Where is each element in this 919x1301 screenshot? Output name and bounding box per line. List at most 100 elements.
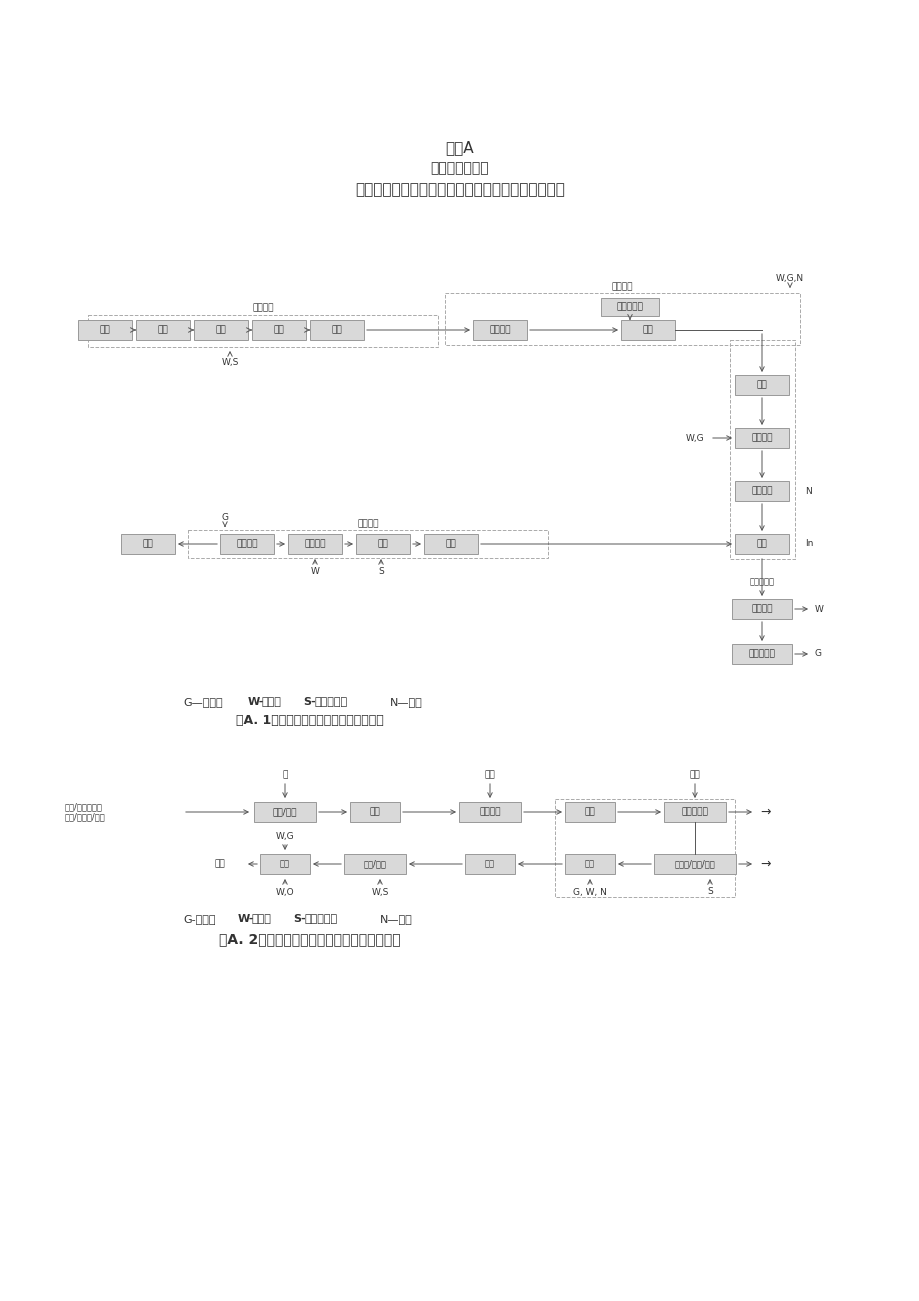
Text: N—噪声: N—噪声 xyxy=(390,697,423,706)
Text: 连消灭菌: 连消灭菌 xyxy=(489,325,510,334)
Text: 液糖: 液糖 xyxy=(331,325,342,334)
FancyBboxPatch shape xyxy=(252,320,306,340)
Text: 分离: 分离 xyxy=(755,540,766,549)
Text: 废水；: 废水； xyxy=(262,697,281,706)
Text: 固体废物；: 固体废物； xyxy=(305,915,338,924)
FancyBboxPatch shape xyxy=(664,801,725,822)
Text: 水: 水 xyxy=(282,770,288,779)
Text: 澄清/过滤: 澄清/过滤 xyxy=(363,860,386,869)
FancyBboxPatch shape xyxy=(356,533,410,554)
Text: 灌装: 灌装 xyxy=(279,860,289,869)
Text: W,S: W,S xyxy=(221,358,238,367)
Text: W: W xyxy=(814,605,823,614)
Text: 制醅（整）: 制醅（整） xyxy=(681,808,708,817)
Text: 脱色: 脱色 xyxy=(377,540,388,549)
FancyBboxPatch shape xyxy=(349,801,400,822)
FancyBboxPatch shape xyxy=(424,533,478,554)
Text: 制曲: 制曲 xyxy=(584,808,595,817)
Text: S-: S- xyxy=(292,915,305,924)
Text: →: → xyxy=(759,805,770,818)
Text: 精制工段: 精制工段 xyxy=(357,519,379,528)
FancyBboxPatch shape xyxy=(136,320,190,340)
Text: W,S: W,S xyxy=(371,887,388,896)
Text: 结晶分离: 结晶分离 xyxy=(304,540,325,549)
Text: W,G,N: W,G,N xyxy=(775,273,803,282)
Text: 大豆/脱脂大豆、
小麦/小麦粉/麸皮: 大豆/脱脂大豆、 小麦/小麦粉/麸皮 xyxy=(65,803,106,822)
Text: 味精: 味精 xyxy=(142,540,153,549)
Text: 发酵工段: 发酵工段 xyxy=(611,282,632,291)
FancyBboxPatch shape xyxy=(464,853,515,874)
FancyBboxPatch shape xyxy=(620,320,675,340)
Text: 种曲: 种曲 xyxy=(484,770,494,779)
Text: S: S xyxy=(378,567,383,576)
FancyBboxPatch shape xyxy=(288,533,342,554)
Text: 中和: 中和 xyxy=(445,540,456,549)
FancyBboxPatch shape xyxy=(653,853,735,874)
Text: S-: S- xyxy=(302,697,315,706)
Bar xyxy=(445,293,800,345)
Text: N—噪声: N—噪声 xyxy=(380,915,413,924)
Text: W-: W- xyxy=(248,697,264,706)
FancyBboxPatch shape xyxy=(220,533,274,554)
Text: W-: W- xyxy=(238,915,254,924)
FancyBboxPatch shape xyxy=(472,320,527,340)
Text: S: S xyxy=(707,887,712,896)
Text: 废水；: 废水； xyxy=(252,915,272,924)
Text: 图A. 2典型酱油生产工艺流程及主要产污环节: 图A. 2典型酱油生产工艺流程及主要产污环节 xyxy=(219,932,401,946)
Text: 浓缩: 浓缩 xyxy=(755,380,766,389)
Text: W,G: W,G xyxy=(685,433,704,442)
Text: 盐水: 盐水 xyxy=(689,770,699,779)
FancyBboxPatch shape xyxy=(600,298,658,316)
FancyBboxPatch shape xyxy=(734,428,789,448)
Text: （资料性附录）: （资料性附录） xyxy=(430,161,489,176)
FancyBboxPatch shape xyxy=(260,853,310,874)
Text: 结晶析出: 结晶析出 xyxy=(751,487,772,496)
Text: G, W, N: G, W, N xyxy=(573,887,607,896)
Text: 图A. 1味精生产工艺流程及主要产污环节: 图A. 1味精生产工艺流程及主要产污环节 xyxy=(236,713,383,726)
FancyBboxPatch shape xyxy=(459,801,520,822)
Text: 烘干筛分: 烘干筛分 xyxy=(236,540,257,549)
Text: 酱渣: 酱渣 xyxy=(214,860,225,869)
FancyBboxPatch shape xyxy=(254,801,315,822)
FancyBboxPatch shape xyxy=(78,320,131,340)
Text: G: G xyxy=(814,649,821,658)
Text: 液化: 液化 xyxy=(157,325,168,334)
FancyBboxPatch shape xyxy=(732,598,791,619)
Text: 发酵废母液: 发酵废母液 xyxy=(749,578,774,587)
Text: 蒸煮/焙炒: 蒸煮/焙炒 xyxy=(272,808,297,817)
Text: 糊化工段: 糊化工段 xyxy=(252,303,274,312)
Text: 混合接种: 混合接种 xyxy=(479,808,500,817)
Text: 生酱油/澄清/过滤: 生酱油/澄清/过滤 xyxy=(674,860,715,869)
FancyBboxPatch shape xyxy=(310,320,364,340)
FancyBboxPatch shape xyxy=(732,644,791,664)
FancyBboxPatch shape xyxy=(564,801,614,822)
Text: →: → xyxy=(759,857,770,870)
Text: 冷却: 冷却 xyxy=(369,808,380,817)
Bar xyxy=(554,799,734,896)
Text: In: In xyxy=(804,540,812,549)
FancyBboxPatch shape xyxy=(564,853,614,874)
Text: 附录A: 附录A xyxy=(445,141,474,156)
Text: 灭菌: 灭菌 xyxy=(484,860,494,869)
Text: W,O: W,O xyxy=(276,887,294,896)
Bar xyxy=(187,530,548,558)
Text: G—废气；: G—废气； xyxy=(183,697,222,706)
Text: 等电调节: 等电调节 xyxy=(751,433,772,442)
Text: 淀粉: 淀粉 xyxy=(99,325,110,334)
FancyBboxPatch shape xyxy=(734,375,789,396)
Text: W,G: W,G xyxy=(276,831,294,840)
FancyBboxPatch shape xyxy=(734,481,789,501)
Text: 糊化: 糊化 xyxy=(215,325,226,334)
Text: 生产复合肥: 生产复合肥 xyxy=(748,649,775,658)
Text: 固体废物；: 固体废物； xyxy=(314,697,347,706)
FancyBboxPatch shape xyxy=(121,533,175,554)
Text: G-废气；: G-废气； xyxy=(183,915,215,924)
Text: G: G xyxy=(221,514,228,523)
Text: 发酵: 发酵 xyxy=(642,325,652,334)
Text: 蒸发浓缩: 蒸发浓缩 xyxy=(751,605,772,614)
Bar xyxy=(88,315,437,347)
FancyBboxPatch shape xyxy=(734,533,789,554)
Text: 育种与扩增: 育种与扩增 xyxy=(616,303,642,311)
Text: W: W xyxy=(311,567,319,576)
FancyBboxPatch shape xyxy=(194,320,248,340)
